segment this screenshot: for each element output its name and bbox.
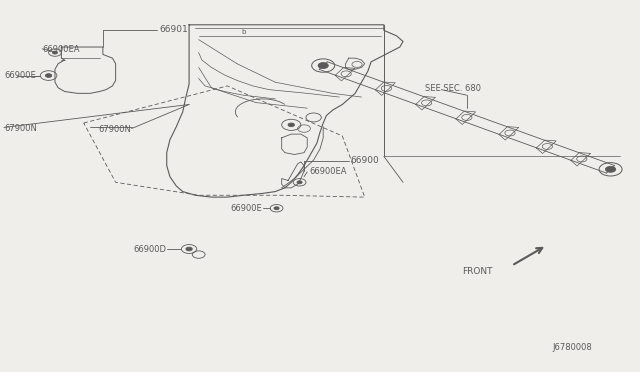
Text: b: b — [241, 29, 246, 35]
Text: 66900D: 66900D — [134, 244, 167, 253]
Circle shape — [274, 207, 279, 210]
Text: 66900EA: 66900EA — [42, 45, 80, 54]
Text: 66900EA: 66900EA — [309, 167, 347, 176]
Text: SEE SEC. 680: SEE SEC. 680 — [426, 84, 481, 93]
Text: J6780008: J6780008 — [552, 343, 592, 352]
Text: 66900E: 66900E — [231, 205, 262, 214]
Text: 66900: 66900 — [351, 156, 380, 165]
Text: 67900N: 67900N — [99, 125, 132, 134]
Circle shape — [605, 166, 616, 172]
Circle shape — [186, 247, 192, 251]
Text: 67900N: 67900N — [4, 124, 36, 133]
Text: 66900E: 66900E — [4, 71, 36, 80]
Text: FRONT: FRONT — [462, 267, 492, 276]
Circle shape — [297, 181, 302, 184]
Circle shape — [318, 62, 328, 68]
Text: 66901: 66901 — [159, 25, 188, 34]
Circle shape — [52, 51, 58, 54]
Circle shape — [288, 123, 294, 127]
Circle shape — [45, 74, 52, 77]
